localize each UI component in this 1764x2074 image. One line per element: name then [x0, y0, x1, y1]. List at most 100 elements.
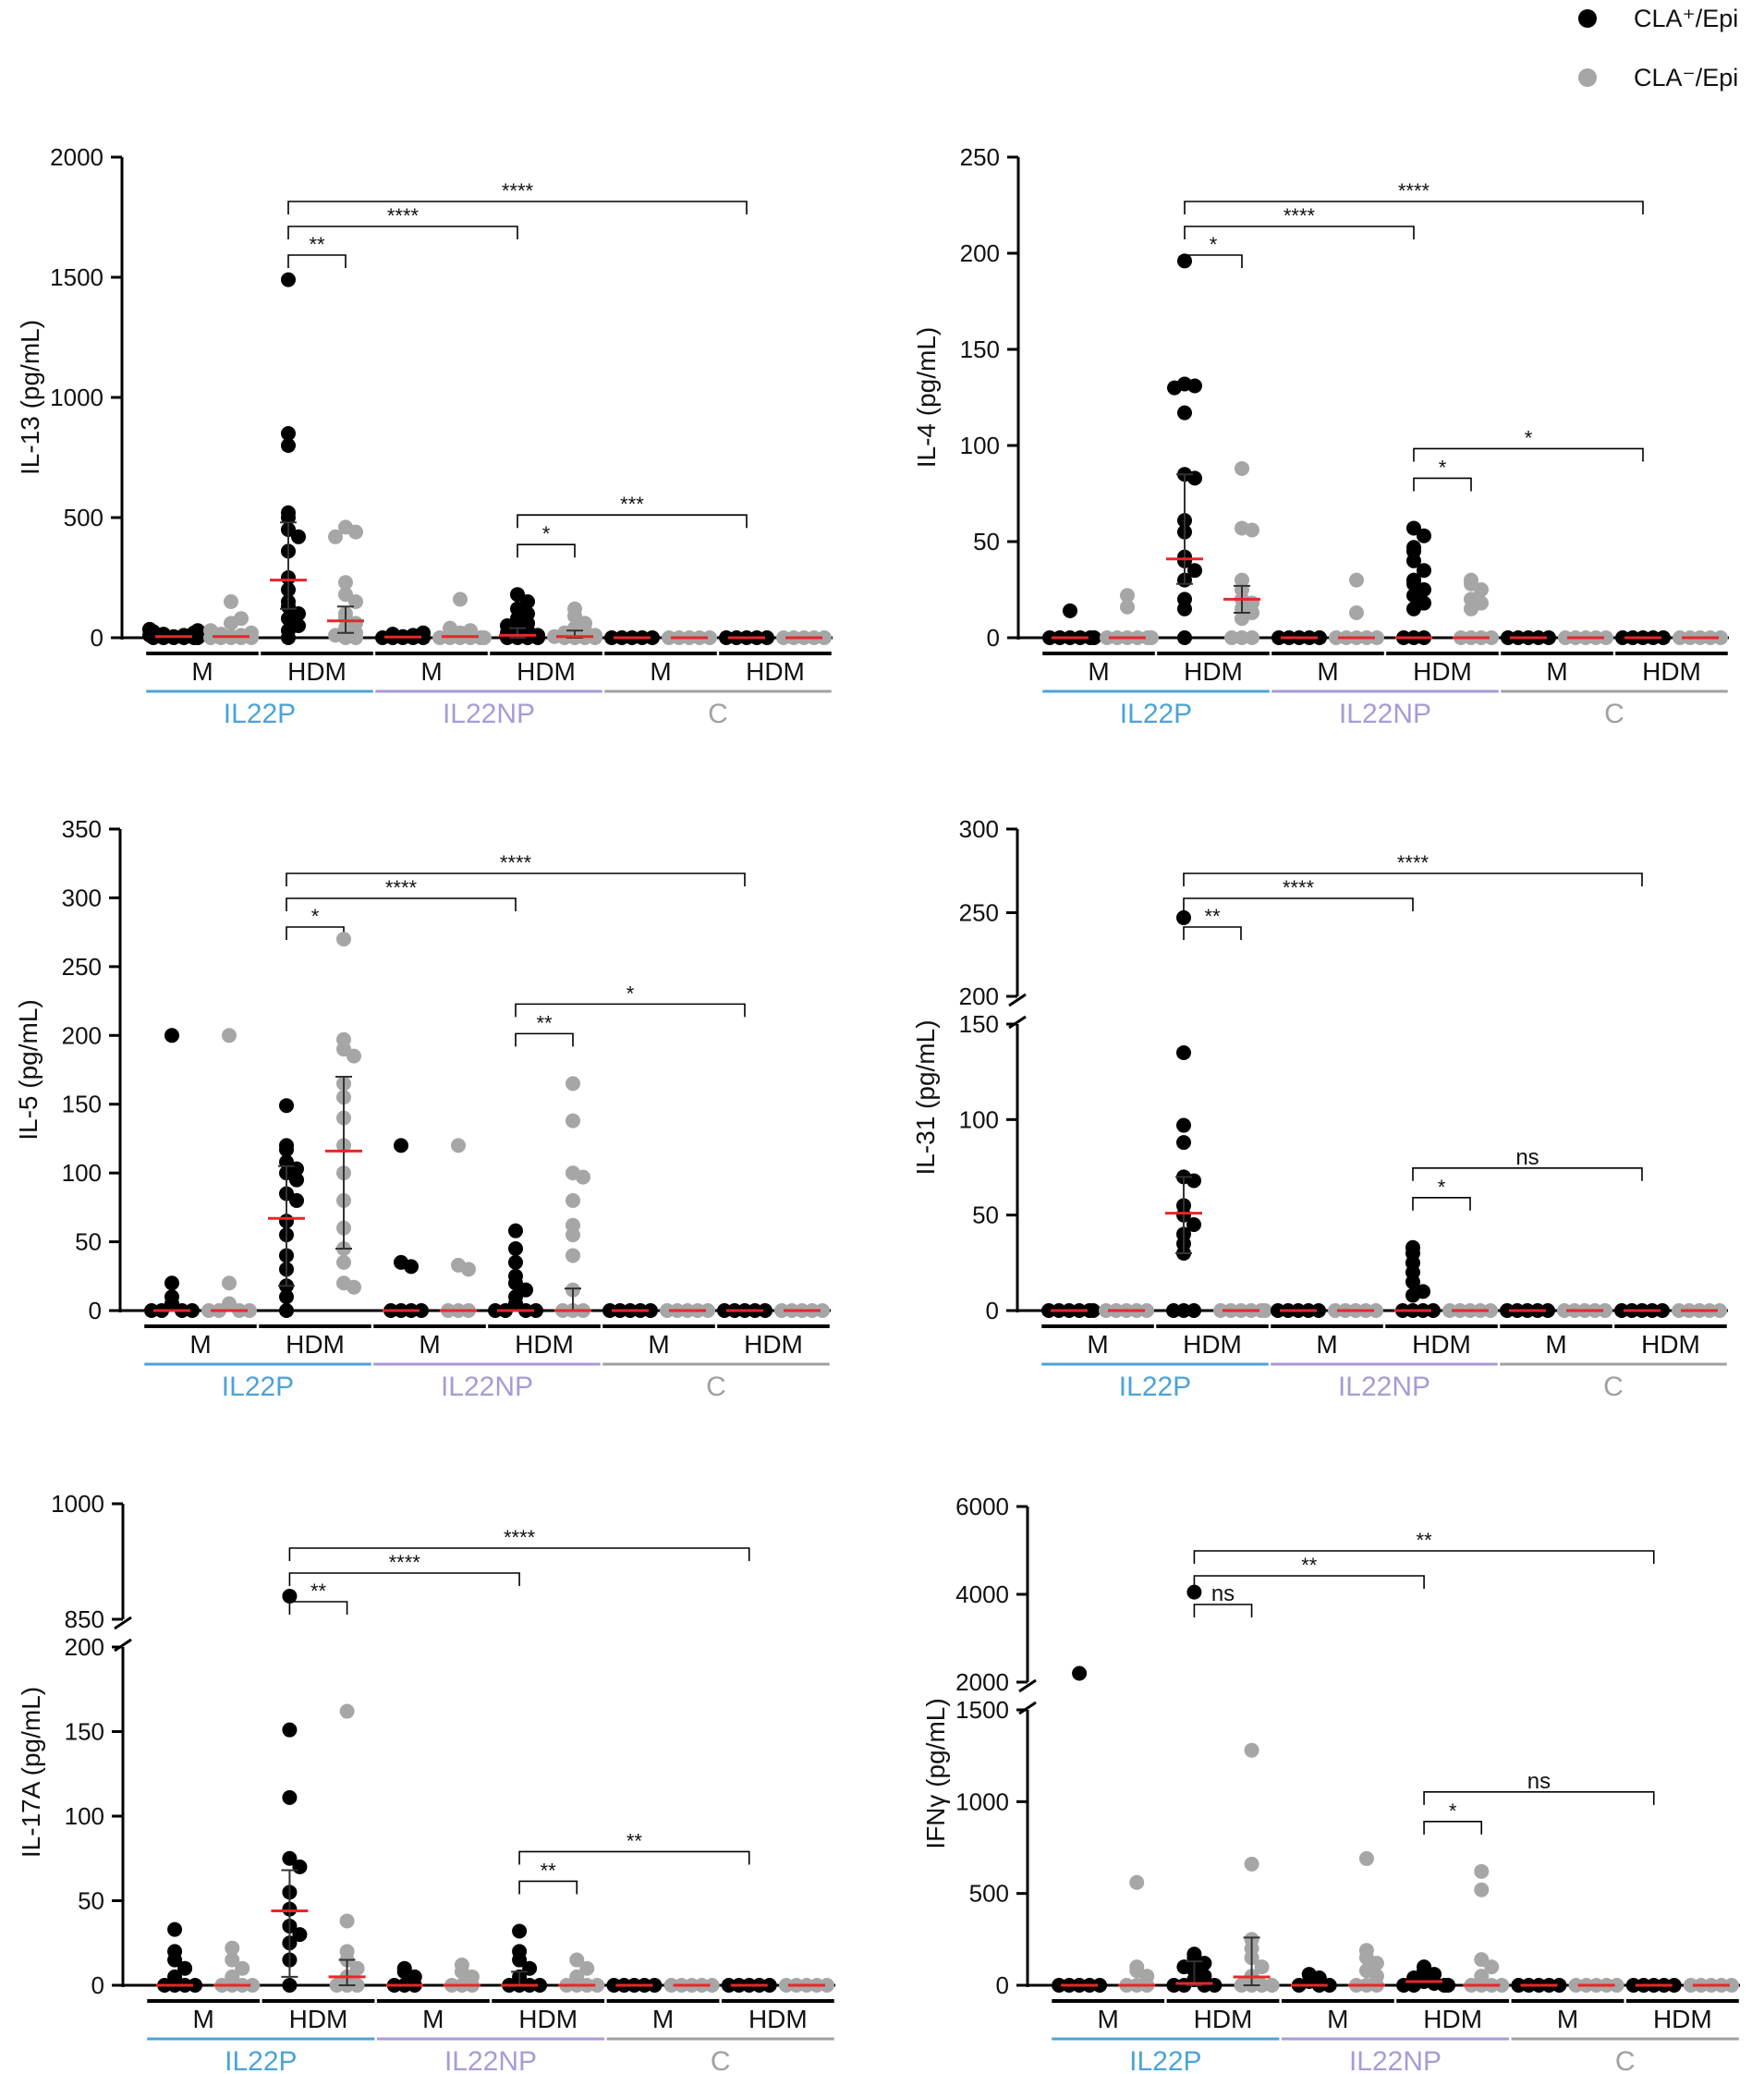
- condition-label: HDM: [1413, 657, 1472, 686]
- group-label: IL22P: [222, 1372, 294, 1402]
- data-point: [167, 1952, 183, 1968]
- data-point: [1176, 909, 1191, 925]
- significance-label: **: [1204, 905, 1221, 928]
- y-tick-label: 0: [996, 1971, 1009, 1999]
- data-point: [760, 630, 774, 645]
- group-label: C: [708, 699, 728, 729]
- condition-label: M: [652, 2005, 674, 2033]
- condition-label: M: [1088, 657, 1109, 686]
- y-axis-label: IL-17A (pg/mL): [17, 1687, 45, 1858]
- group-label: IL22P: [1120, 699, 1192, 729]
- significance-label: ns: [1211, 1581, 1235, 1606]
- y-tick-label: 0: [89, 1297, 102, 1324]
- significance-label: *: [1438, 1176, 1446, 1199]
- data-point: [1177, 405, 1192, 421]
- condition-label: M: [193, 2005, 214, 2033]
- data-point: [336, 1254, 351, 1270]
- significance-label: *: [1449, 1800, 1457, 1823]
- data-point: [1235, 611, 1249, 627]
- data-point: [1441, 1978, 1456, 1993]
- significance-label: **: [536, 1011, 553, 1034]
- y-tick-label: 2000: [955, 1668, 1009, 1696]
- y-tick-label: 0: [987, 624, 1000, 652]
- data-point: [602, 1303, 617, 1318]
- group-label: C: [706, 1372, 726, 1402]
- data-point: [815, 1303, 830, 1318]
- condition-label: M: [1317, 657, 1338, 686]
- y-axis-label: IL-4 (pg/mL): [912, 327, 941, 469]
- y-tick-label: 300: [62, 884, 102, 911]
- data-point: [164, 1028, 179, 1043]
- group-label: C: [1615, 2046, 1636, 2074]
- y-tick-label: 50: [75, 1228, 102, 1256]
- significance-label: *: [1525, 426, 1533, 449]
- data-point: [1442, 1303, 1457, 1318]
- data-point: [1615, 630, 1630, 645]
- data-point: [1186, 1303, 1201, 1318]
- data-point: [289, 1172, 304, 1188]
- data-point: [1244, 1742, 1259, 1758]
- axis-break-mark: [1008, 1015, 1027, 1030]
- data-point: [778, 1978, 794, 1993]
- data-point: [279, 1098, 294, 1114]
- data-point: [1177, 630, 1192, 645]
- significance-bracket: [1412, 1197, 1471, 1211]
- data-point: [1474, 1882, 1490, 1897]
- significance-label: ns: [1515, 1145, 1539, 1170]
- y-tick-label: 150: [65, 1718, 104, 1746]
- data-point: [201, 1303, 216, 1318]
- group-label: IL22NP: [443, 699, 535, 729]
- data-point: [177, 1960, 193, 1976]
- data-point: [1224, 630, 1239, 645]
- data-point: [443, 620, 457, 636]
- y-axis-label: IL-5 (pg/mL): [14, 999, 43, 1141]
- data-point: [1176, 1978, 1192, 1993]
- data-point: [1186, 1217, 1201, 1232]
- data-point: [1176, 1135, 1191, 1151]
- data-point: [1672, 1303, 1686, 1318]
- y-tick-label: 0: [986, 1297, 999, 1324]
- data-point: [719, 630, 734, 645]
- data-point: [1087, 630, 1101, 645]
- y-tick-label: 50: [973, 528, 1000, 555]
- data-point: [1405, 1287, 1420, 1303]
- data-point: [222, 1275, 237, 1291]
- data-point: [662, 630, 676, 645]
- significance-bracket: [1413, 447, 1644, 462]
- data-point: [463, 623, 478, 639]
- data-point: [1086, 1303, 1101, 1318]
- data-point: [281, 630, 296, 645]
- y-tick-label: 0: [91, 624, 103, 652]
- y-tick-label: 200: [960, 239, 1000, 267]
- y-tick-label: 250: [62, 953, 102, 981]
- data-point: [1235, 630, 1249, 645]
- significance-bracket: [286, 926, 345, 940]
- data-point: [188, 1978, 203, 1993]
- data-point: [1655, 1303, 1670, 1318]
- data-point: [1406, 520, 1421, 536]
- significance-label: ****: [387, 204, 420, 227]
- group-label: C: [1603, 1372, 1624, 1402]
- data-point: [819, 1978, 834, 1993]
- data-point: [1144, 630, 1159, 645]
- data-point: [1328, 1303, 1343, 1318]
- significance-label: **: [1301, 1554, 1318, 1577]
- group-label: IL22P: [224, 699, 296, 729]
- y-tick-label: 1000: [51, 1490, 104, 1518]
- data-point: [1187, 470, 1202, 486]
- significance-label: *: [1210, 233, 1218, 256]
- data-point: [282, 1978, 298, 1993]
- data-point: [453, 592, 468, 607]
- condition-label: M: [1098, 2005, 1119, 2033]
- axis-break-mark: [1008, 993, 1027, 1007]
- significance-bracket: [1183, 897, 1414, 911]
- significance-label: ns: [1527, 1769, 1551, 1794]
- condition-label: HDM: [287, 657, 347, 686]
- data-point: [1041, 1303, 1056, 1318]
- legend-dot-cla-positive: [1578, 9, 1597, 28]
- data-point: [244, 625, 259, 640]
- condition-label: M: [648, 1330, 669, 1359]
- significance-label: ****: [502, 179, 534, 202]
